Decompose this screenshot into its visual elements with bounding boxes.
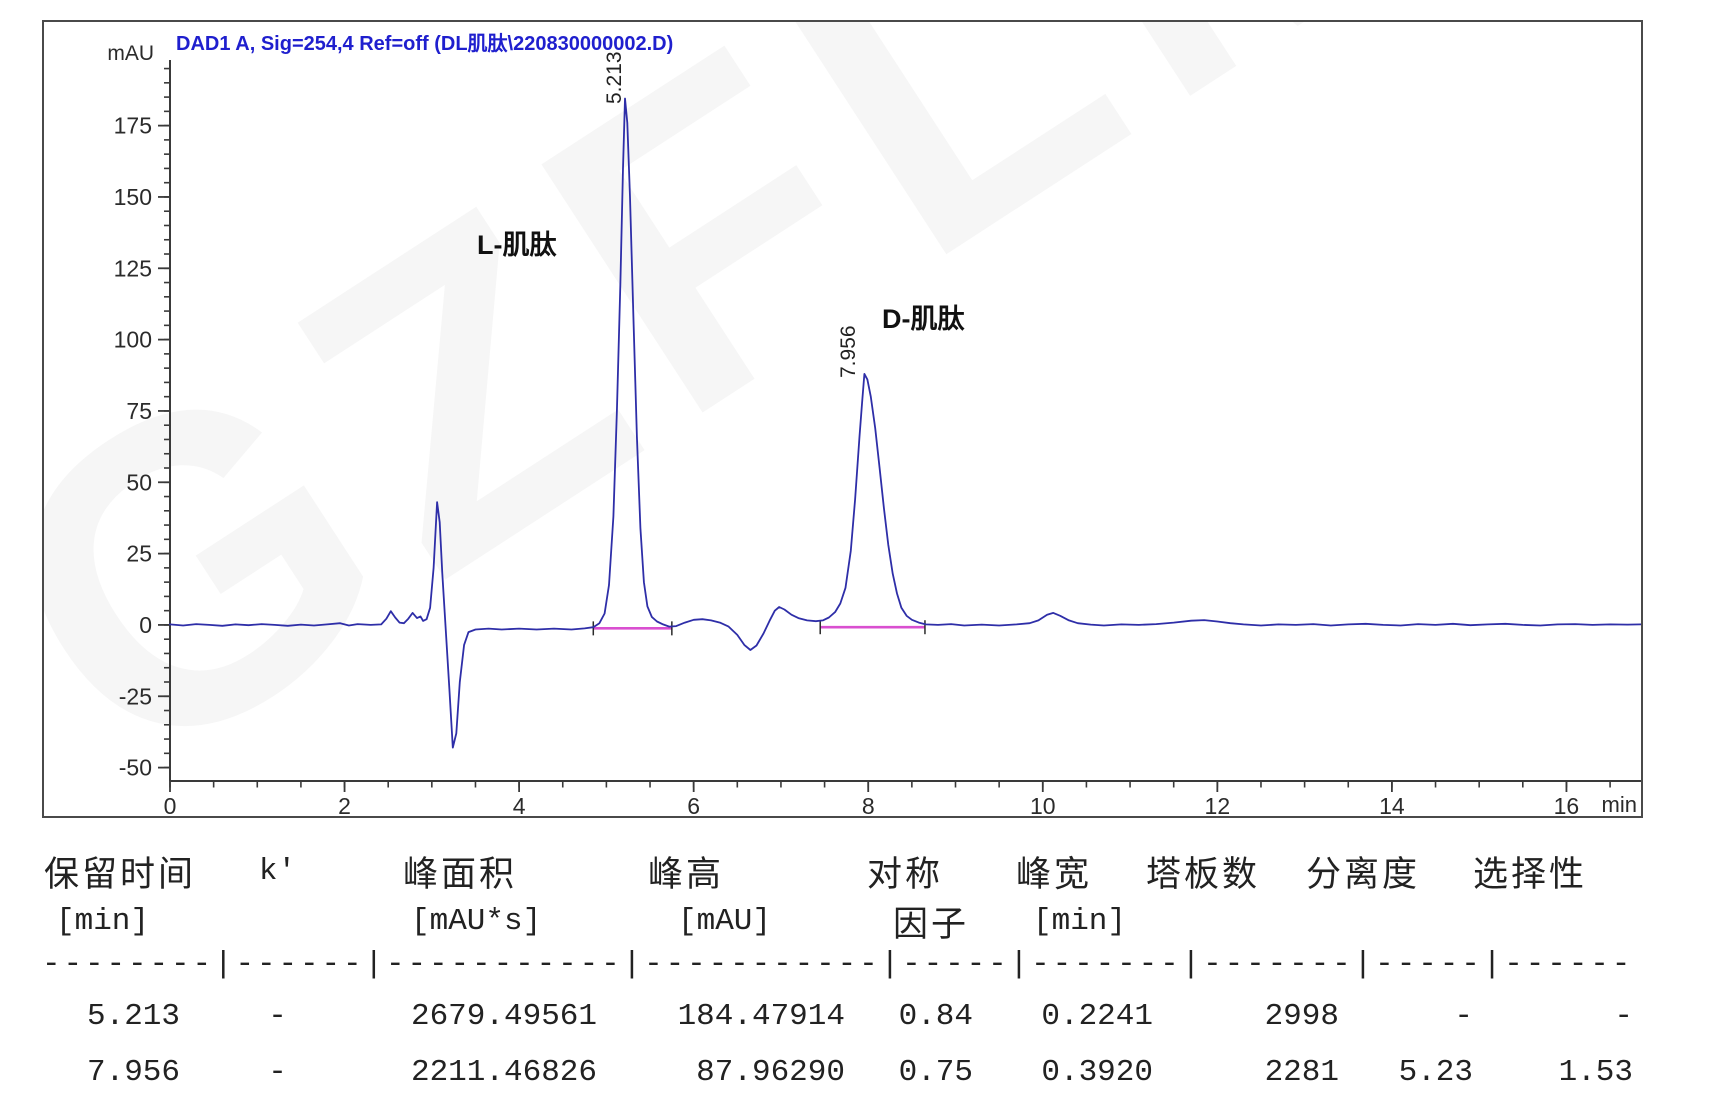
peak-1-retention-label: 5.213: [603, 51, 626, 104]
table-row-peak-2: 7.956 - 2211.46826 87.96290 0.75 0.3920 …: [42, 1044, 1633, 1100]
cell-symmetry: 0.75: [898, 1054, 973, 1090]
x-tick-label: 4: [513, 793, 526, 816]
y-tick-label: 150: [114, 184, 152, 210]
table-header-row-2: [min] [mAU*s] [mAU] 因子 [min]: [42, 896, 1633, 944]
cell-rt: 7.956: [86, 1054, 180, 1090]
col-header-resolution: 分离度: [1306, 855, 1421, 894]
y-tick-label: 175: [114, 113, 152, 139]
cell-k: -: [268, 1054, 287, 1090]
chromatogram-trace: [169, 97, 1641, 749]
col-header-retention-time: 保留时间: [44, 855, 197, 894]
col-header-symmetry: 对称: [867, 855, 944, 894]
x-tick-label: 14: [1379, 793, 1405, 816]
cell-resolution: -: [1454, 998, 1473, 1034]
cell-width: 0.3920: [1041, 1054, 1153, 1090]
x-tick-label: 12: [1205, 793, 1231, 816]
cell-resolution: 5.23: [1398, 1054, 1473, 1090]
y-tick-label: 75: [126, 398, 152, 424]
x-tick-label: 2: [338, 793, 351, 816]
cell-height: 184.47914: [677, 998, 845, 1034]
col-header-k-prime: k': [258, 854, 297, 889]
col-header-selectivity: 选择性: [1473, 855, 1588, 894]
table-header-row-1: 保留时间 k' 峰面积 峰高 对称 峰宽 塔板数 分离度 选择性: [42, 846, 1633, 896]
y-axis-unit-label: mAU: [107, 42, 154, 65]
y-tick-label: 125: [114, 255, 152, 281]
table-row-peak-1: 5.213 - 2679.49561 184.47914 0.84 0.2241…: [42, 988, 1633, 1044]
y-tick-label: 25: [126, 541, 152, 567]
peak-2-retention-label: 7.956: [837, 325, 860, 378]
y-tick-label: 0: [139, 612, 152, 638]
y-tick-label: -25: [119, 683, 152, 709]
cell-rt: 5.213: [86, 998, 180, 1034]
col-header-peak-area: 峰面积: [403, 855, 518, 894]
table-separator: --------|------|-----------|-----------|…: [42, 947, 1633, 982]
col-header-plates: 塔板数: [1146, 855, 1261, 894]
cell-height: 87.96290: [696, 1054, 845, 1090]
peak-2-compound-label: D-肌肽: [882, 304, 965, 334]
x-tick-label: 16: [1554, 793, 1580, 816]
unit-retention-time: [min]: [56, 904, 150, 939]
signal-title: DAD1 A, Sig=254,4 Ref=off (DL肌肽\22083000…: [176, 33, 674, 55]
x-tick-label: 8: [862, 793, 875, 816]
unit-peak-width: [min]: [1033, 904, 1127, 939]
cell-symmetry: 0.84: [898, 998, 973, 1034]
cell-plates: 2281: [1264, 1054, 1339, 1090]
unit-peak-area: [mAU*s]: [411, 904, 542, 939]
results-table: 保留时间 k' 峰面积 峰高 对称 峰宽 塔板数 分离度 选择性 [min] […: [42, 846, 1633, 1100]
cell-width: 0.2241: [1041, 998, 1153, 1034]
peak-1-compound-label: L-肌肽: [477, 230, 557, 260]
col-header-peak-width: 峰宽: [1016, 855, 1093, 894]
cell-area: 2211.46826: [410, 1054, 597, 1090]
chromatogram-svg: -50 -25 0 25 50 75 100 125 150 175 0 2 4 6 8 10 12 14 16 mA…: [107, 42, 1641, 816]
cell-plates: 2998: [1264, 998, 1339, 1034]
cell-selectivity: 1.53: [1558, 1054, 1633, 1090]
x-axis-unit-label: min: [1602, 792, 1637, 816]
x-tick-label: 10: [1030, 793, 1056, 816]
x-tick-label: 6: [687, 793, 700, 816]
unit-peak-height: [mAU]: [678, 904, 772, 939]
y-tick-label: 50: [126, 469, 152, 495]
y-tick-label: -50: [119, 755, 152, 781]
x-tick-label: 0: [164, 793, 177, 816]
y-tick-label: 100: [114, 327, 152, 353]
col-header-symmetry-line2: 因子: [893, 905, 970, 944]
cell-area: 2679.49561: [410, 998, 597, 1034]
chromatogram-panel: GZFLM -50 -25 0 25 50 75 100 125 150 175 0 2 4 6 8 10 12…: [42, 20, 1643, 818]
cell-k: -: [268, 998, 287, 1034]
cell-selectivity: -: [1614, 998, 1633, 1034]
col-header-peak-height: 峰高: [648, 855, 725, 894]
